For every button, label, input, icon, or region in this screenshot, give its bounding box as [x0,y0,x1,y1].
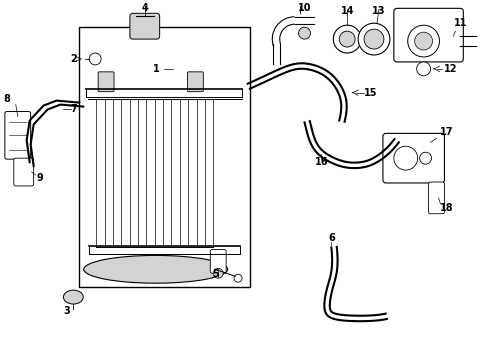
Circle shape [234,274,242,282]
FancyBboxPatch shape [382,133,444,183]
Text: 4: 4 [141,3,148,13]
Text: 10: 10 [297,3,311,13]
Circle shape [213,268,223,278]
Text: 1: 1 [153,64,160,74]
Text: 7: 7 [70,104,77,113]
Circle shape [416,62,429,76]
Text: 17: 17 [439,127,452,138]
Text: 14: 14 [340,6,353,16]
FancyBboxPatch shape [427,182,444,214]
Text: 9: 9 [36,173,43,183]
Ellipse shape [63,290,83,304]
Text: 8: 8 [3,94,10,104]
FancyBboxPatch shape [130,13,160,39]
Text: 11: 11 [453,18,466,28]
FancyBboxPatch shape [14,158,34,186]
Ellipse shape [83,255,227,283]
FancyBboxPatch shape [187,72,203,92]
Circle shape [357,23,389,55]
Circle shape [364,29,383,49]
Circle shape [419,152,431,164]
Text: 18: 18 [439,203,452,213]
Circle shape [298,27,310,39]
Text: 2: 2 [70,54,77,64]
Circle shape [407,25,439,57]
Bar [79,27,249,287]
Text: 3: 3 [63,306,70,316]
Text: 15: 15 [364,88,377,98]
FancyBboxPatch shape [5,112,31,159]
Circle shape [393,146,417,170]
Circle shape [339,31,354,47]
FancyBboxPatch shape [210,249,225,273]
Text: 13: 13 [371,6,385,16]
FancyBboxPatch shape [393,8,462,62]
Circle shape [333,25,360,53]
Text: 12: 12 [443,64,456,74]
Text: 5: 5 [211,269,218,279]
FancyBboxPatch shape [98,72,114,92]
Circle shape [414,32,432,50]
Text: 6: 6 [327,233,334,243]
Circle shape [89,53,101,65]
Text: 16: 16 [314,157,327,167]
